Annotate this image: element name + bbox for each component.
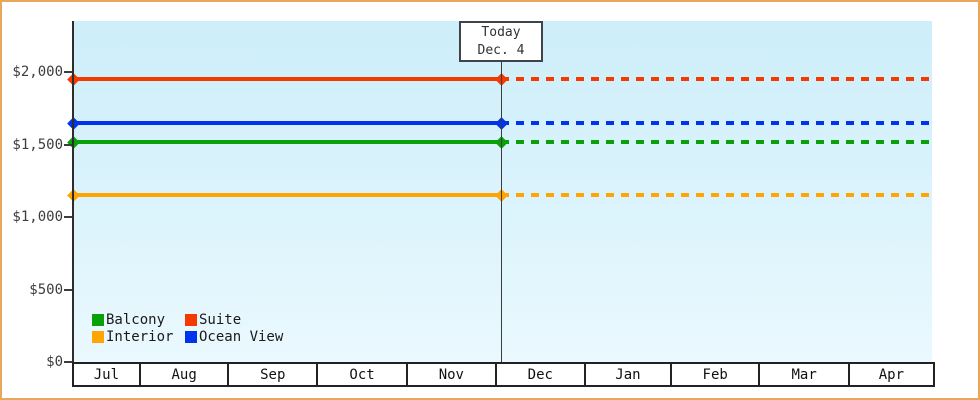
legend-label: Ocean View [199, 328, 284, 345]
month-label: Feb [702, 366, 728, 383]
suite-swatch-icon [185, 313, 197, 326]
legend-item-interior: Interior [92, 328, 185, 345]
y-axis-label: $1,500 [12, 136, 63, 153]
price-line-suite-solid [74, 77, 501, 82]
month-label: Sep [260, 366, 286, 383]
tick-mark [64, 143, 72, 146]
today-line [501, 62, 502, 362]
month-label: Mar [791, 366, 817, 383]
balcony-swatch-icon [92, 313, 104, 326]
today-date: Dec. 4 [477, 43, 525, 58]
month-label: Nov [438, 366, 464, 383]
x-axis-month-band: Jul Aug Sep Oct Nov Dec Jan Feb Mar Apr [72, 362, 935, 387]
today-label: Today [481, 25, 521, 40]
price-line-balcony-solid [74, 140, 501, 145]
price-line-ocean-view-dotted [501, 121, 932, 126]
today-annotation: Today Dec. 4 [459, 21, 543, 62]
y-axis-line [72, 21, 74, 362]
month-cell-jan: Jan [586, 364, 672, 385]
tick-mark [64, 71, 72, 73]
ocean-view-swatch-icon [185, 330, 197, 343]
tick-mark [64, 288, 72, 291]
month-cell-jul: Jul [74, 364, 141, 385]
y-axis-label: $2,000 [12, 64, 63, 80]
tick-mark [64, 361, 72, 363]
month-cell-sep: Sep [229, 364, 319, 385]
price-line-interior-dotted [501, 193, 932, 198]
y-axis-tick-1000: $1,000 [2, 208, 72, 226]
month-cell-apr: Apr [850, 364, 933, 385]
month-label: Jan [615, 366, 641, 383]
y-axis-tick-500: $500 [2, 281, 72, 299]
month-cell-aug: Aug [141, 364, 230, 385]
y-axis-tick-0: $0 [2, 353, 72, 371]
price-line-ocean-view-solid [74, 121, 501, 126]
month-cell-dec: Dec [497, 364, 586, 385]
month-cell-feb: Feb [672, 364, 761, 385]
month-label: Dec [527, 366, 553, 383]
interior-swatch-icon [92, 330, 104, 343]
y-axis-label: $1,000 [12, 209, 63, 225]
price-line-suite-dotted [501, 77, 932, 82]
legend: Balcony Suite Interior Ocean View [92, 311, 284, 345]
legend-label: Suite [199, 311, 242, 328]
y-axis-tick-1500: $1,500 [2, 136, 72, 154]
legend-item-suite: Suite [185, 311, 283, 328]
y-axis-tick-2000: $2,000 [2, 63, 72, 81]
price-line-interior-solid [74, 193, 501, 198]
month-label: Jul [93, 366, 120, 383]
price-line-balcony-dotted [501, 140, 932, 145]
month-cell-oct: Oct [318, 364, 409, 385]
month-label: Apr [878, 366, 905, 383]
month-cell-nov: Nov [408, 364, 497, 385]
y-axis-label: $0 [46, 354, 63, 370]
legend-item-ocean-view: Ocean View [185, 328, 284, 345]
legend-item-balcony: Balcony [92, 311, 185, 328]
price-chart-plot-area: Today Dec. 4 Balcony Suite Interior Ocea… [67, 21, 932, 362]
month-label: Aug [171, 366, 197, 383]
month-cell-mar: Mar [760, 364, 850, 385]
y-axis-label: $500 [29, 281, 63, 298]
legend-label: Balcony [106, 311, 166, 328]
month-label: Oct [349, 366, 375, 383]
tick-mark [64, 216, 72, 218]
legend-label: Interior [106, 328, 174, 345]
